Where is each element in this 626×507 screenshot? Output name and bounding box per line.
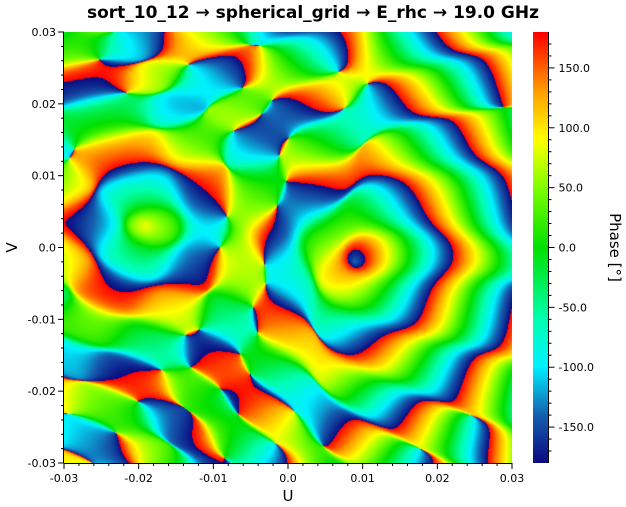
x-axis-label: U bbox=[283, 487, 294, 505]
colorbar-tick-label: -150.0 bbox=[559, 421, 594, 434]
y-tick-label: -0.02 bbox=[28, 385, 56, 398]
phase-heatmap bbox=[64, 32, 512, 463]
colorbar-tick-label: 0.0 bbox=[559, 242, 577, 255]
x-tick-label: 0.01 bbox=[350, 472, 375, 485]
y-tick-label: 0.02 bbox=[32, 98, 57, 111]
y-tick-label: 0.01 bbox=[32, 170, 57, 183]
colorbar-tick-label: 50.0 bbox=[559, 182, 584, 195]
y-tick-label: -0.03 bbox=[28, 457, 56, 470]
x-tick-label: -0.01 bbox=[199, 472, 227, 485]
x-tick-label: 0.02 bbox=[425, 472, 450, 485]
y-tick-label: 0.03 bbox=[32, 26, 57, 39]
y-axis-label: V bbox=[3, 242, 21, 253]
x-tick-label: 0.0 bbox=[279, 472, 297, 485]
colorbar-tick-label: 150.0 bbox=[559, 62, 591, 75]
colorbar-tick-label: 100.0 bbox=[559, 122, 591, 135]
colorbar-tick-label: -50.0 bbox=[559, 301, 587, 314]
x-tick-label: -0.02 bbox=[124, 472, 152, 485]
y-tick-label: 0.0 bbox=[39, 242, 57, 255]
x-tick-label: 0.03 bbox=[500, 472, 525, 485]
y-tick-label: -0.01 bbox=[28, 313, 56, 326]
colorbar-tick-label: -100.0 bbox=[559, 361, 594, 374]
chart-title: sort_10_12 → spherical_grid → E_rhc → 19… bbox=[86, 3, 540, 23]
colorbar-label: Phase [°] bbox=[606, 213, 624, 282]
x-tick-label: -0.03 bbox=[50, 472, 78, 485]
colorbar bbox=[533, 32, 548, 463]
